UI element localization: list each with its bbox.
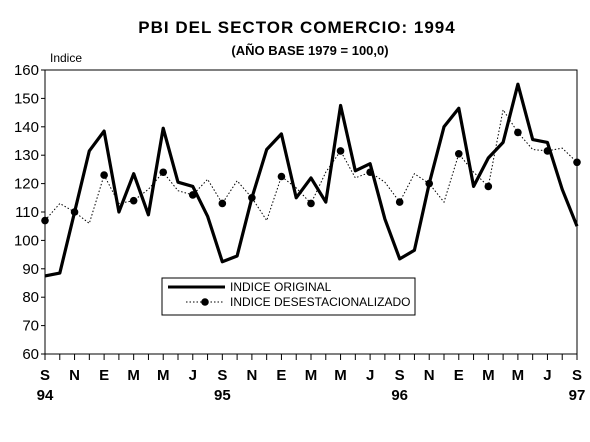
x-tick-label: M [305, 367, 318, 384]
series-point-desestacionalizado [248, 194, 256, 202]
x-tick-label: S [217, 367, 227, 384]
y-tick-label: 80 [22, 289, 39, 306]
series-point-desestacionalizado [395, 198, 404, 206]
x-year-label: 96 [391, 387, 408, 404]
x-tick-label: S [572, 367, 582, 384]
x-axis: S N E M M J S N E M M J S N E M M J S94 95 96 97 [37, 354, 586, 404]
x-tick-label: N [424, 367, 435, 384]
y-tick-label: 90 [22, 261, 39, 278]
x-tick-label: J [543, 367, 551, 384]
legend-marker-desestacionalizado [201, 298, 209, 306]
x-tick-label: M [482, 367, 495, 384]
x-tick-label: M [157, 367, 170, 384]
series-point-desestacionalizado [41, 216, 49, 225]
x-tick-label: M [334, 367, 347, 384]
y-tick-label: 70 [22, 318, 39, 335]
y-axis-label: Indice [50, 51, 82, 65]
series-line-original [44, 82, 579, 278]
chart-title: PBI DEL SECTOR COMERCIO: 1994 [138, 18, 455, 37]
x-year-label: 97 [569, 387, 586, 404]
series-point-desestacionalizado [543, 147, 552, 155]
series-point-desestacionalizado [366, 168, 374, 177]
x-tick-label: S [40, 367, 50, 384]
series-point-desestacionalizado [188, 191, 197, 199]
y-tick-label: 160 [14, 62, 39, 79]
series-layer [41, 82, 581, 278]
x-tick-label: M [127, 367, 140, 384]
y-tick-label: 120 [14, 176, 39, 193]
x-tick-label: J [189, 367, 197, 384]
x-tick-label: E [99, 367, 109, 384]
legend: INDICE ORIGINAL INDICE DESESTACIONALIZAD… [161, 277, 416, 316]
series-point-desestacionalizado [484, 182, 493, 191]
series-point-desestacionalizado [159, 168, 168, 177]
x-tick-label: E [454, 367, 464, 384]
series-point-desestacionalizado [218, 199, 227, 208]
x-tick-label: J [366, 367, 374, 384]
series-point-desestacionalizado [307, 199, 315, 208]
y-tick-label: 130 [14, 147, 39, 164]
series-point-desestacionalizado [336, 147, 345, 155]
legend-label-desestacionalizado: INDICE DESESTACIONALIZADO [230, 295, 410, 309]
y-tick-label: 110 [15, 204, 39, 221]
x-tick-label: S [395, 367, 405, 384]
series-point-desestacionalizado [425, 179, 434, 188]
series-point-desestacionalizado [129, 196, 138, 205]
legend-box [161, 277, 416, 316]
series-point-desestacionalizado [454, 149, 463, 158]
y-tick-label: 140 [14, 119, 39, 136]
series-point-desestacionalizado [573, 158, 581, 167]
x-tick-label: M [512, 367, 525, 384]
y-tick-label: 100 [14, 232, 39, 249]
y-tick-label: 150 [14, 90, 39, 107]
x-year-label: 94 [37, 387, 54, 404]
x-year-label: 95 [214, 387, 231, 404]
series-point-desestacionalizado [70, 208, 79, 216]
y-tick-label: 60 [22, 346, 39, 363]
series-point-desestacionalizado [100, 171, 108, 179]
x-tick-label: N [69, 367, 80, 384]
x-tick-label: E [276, 367, 286, 384]
series-point-desestacionalizado [277, 172, 286, 181]
legend-label-original: INDICE ORIGINAL [230, 280, 332, 294]
chart-subtitle: (AÑO BASE 1979 = 100,0) [231, 43, 388, 58]
series-point-desestacionalizado [514, 128, 522, 137]
x-tick-label: N [246, 367, 257, 384]
y-axis: 60 70 80 90 100 110 120 130 140 150 160 [14, 62, 45, 363]
